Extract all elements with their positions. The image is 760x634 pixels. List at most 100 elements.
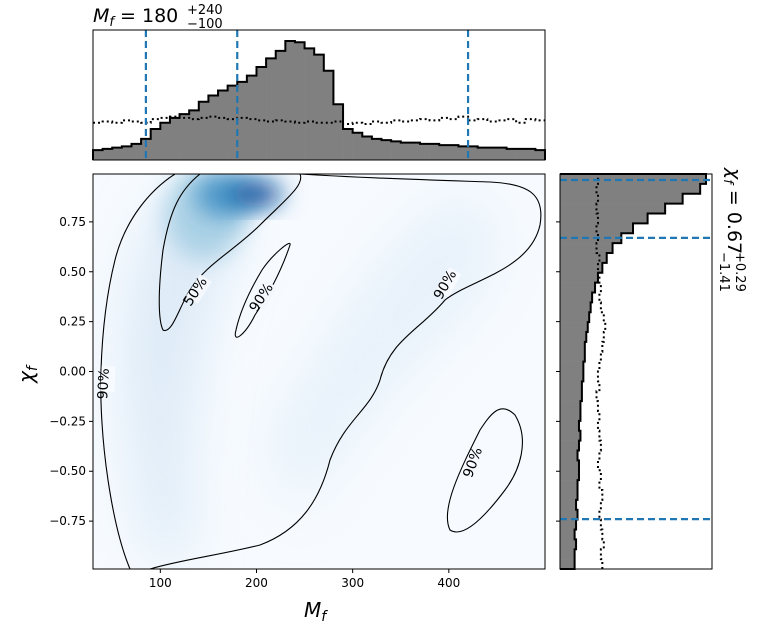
- spin-bar: [560, 529, 575, 540]
- mass-bar: [323, 70, 334, 160]
- y-tick-label: 0.75: [59, 215, 86, 229]
- mass-bar: [227, 85, 238, 160]
- mass-bar: [102, 148, 113, 160]
- main-axis-ticks: 100 200 300 400 0.75 0.50 0.25 0.00 −0.25 −0.50 −0…: [49, 215, 460, 590]
- mass-bar: [400, 142, 411, 160]
- spin-bar: [560, 549, 575, 560]
- spin-bar: [560, 203, 666, 214]
- mass-bar: [246, 75, 257, 160]
- mass-bar: [419, 143, 430, 160]
- mass-bar: [218, 90, 228, 160]
- spin-bar: [560, 411, 581, 422]
- mass-bar: [516, 148, 527, 160]
- spin-bar: [560, 499, 577, 511]
- spin-bar: [560, 450, 578, 461]
- mass-bar: [237, 81, 248, 160]
- spin-bar: [560, 401, 581, 412]
- spin-bar: [560, 539, 577, 550]
- mass-stat-upper: +240: [187, 3, 223, 18]
- spin-bar: [560, 371, 584, 382]
- density-peak: [230, 180, 283, 207]
- spin-bar: [560, 341, 585, 353]
- mass-stat-title: Mf = 180: [93, 5, 178, 30]
- x-axis-label: Mf: [304, 598, 328, 625]
- spin-bar: [560, 223, 633, 234]
- x-tick-label: 100: [149, 576, 172, 590]
- mass-bar: [121, 146, 132, 160]
- spin-bar: [560, 243, 613, 254]
- spin-bar: [560, 302, 591, 313]
- spin-bar: [560, 480, 578, 491]
- mass-bar: [141, 138, 152, 160]
- mass-bar: [112, 147, 123, 160]
- mass-bar: [458, 146, 469, 160]
- x-tick-label: 400: [437, 576, 460, 590]
- x-tick-label: 300: [341, 576, 364, 590]
- joint-density-panel: 50% 90% 90% 90% 90% 100 200 300 400 0.75 0.50…: [49, 173, 546, 590]
- spin-bar: [560, 322, 588, 333]
- mass-bar: [294, 42, 305, 161]
- spin-bar: [560, 490, 578, 501]
- y-tick-label: 0.25: [59, 315, 86, 329]
- spin-stat-upper: +0.29: [732, 252, 747, 292]
- mass-bar: [266, 58, 277, 160]
- mass-bar: [314, 54, 325, 160]
- mass-bar: [487, 147, 498, 160]
- spin-bar: [560, 332, 587, 343]
- mass-stat-lower: −100: [187, 17, 223, 32]
- spin-bar: [560, 193, 683, 204]
- spin-bar: [560, 351, 585, 362]
- mass-bar: [352, 132, 363, 160]
- mass-bar: [439, 145, 450, 160]
- spin-posterior-outline: [560, 173, 707, 570]
- mass-bar: [189, 110, 200, 160]
- spin-bar: [560, 460, 579, 471]
- mass-bar: [448, 145, 459, 160]
- contours: [100, 174, 542, 569]
- mass-bar: [496, 147, 507, 160]
- contour-90-upper: [149, 174, 542, 569]
- mass-bar: [477, 147, 488, 160]
- spin-bar: [560, 420, 579, 432]
- mass-bar: [381, 140, 392, 160]
- spin-bar: [560, 381, 582, 392]
- spin-bar: [560, 292, 593, 303]
- mass-bar: [150, 129, 161, 160]
- spin-bar: [560, 213, 648, 224]
- y-axis-label: χf: [14, 364, 41, 384]
- mass-bar: [506, 148, 517, 160]
- spin-stat-lower: −1.41: [716, 252, 731, 292]
- mass-bar: [525, 148, 536, 160]
- y-tick-label: −0.50: [49, 464, 86, 478]
- spin-bar: [560, 519, 577, 530]
- right-marginal-panel: [556, 173, 713, 570]
- y-tick-label: 0.00: [59, 365, 86, 379]
- mass-bar: [275, 50, 286, 160]
- mass-bar: [535, 150, 546, 160]
- right-axis-ticks: [556, 221, 560, 522]
- spin-bar: [560, 253, 607, 264]
- spin-bar: [560, 233, 622, 244]
- mass-bar: [343, 129, 353, 160]
- spin-bar: [560, 312, 590, 323]
- mass-bar: [362, 136, 373, 160]
- spin-bar: [560, 262, 603, 274]
- contour-label-90-left: 90%: [95, 368, 113, 400]
- contour-90-island: [446, 408, 523, 533]
- spin-bar: [560, 391, 582, 402]
- mass-bar: [93, 150, 103, 160]
- mass-bar: [304, 48, 315, 160]
- spin-stat-title: χf = 0.67 +0.29 −1.41: [716, 167, 747, 292]
- mass-bar: [285, 40, 296, 160]
- spin-bar: [560, 430, 581, 441]
- x-tick-label: 200: [245, 576, 268, 590]
- mass-bar: [131, 143, 142, 160]
- mass-bar: [391, 141, 402, 160]
- spin-bar: [560, 272, 598, 283]
- spin-bar: [560, 559, 575, 570]
- y-tick-label: 0.50: [59, 265, 86, 279]
- contour-labels: 50% 90% 90% 90% 90%: [95, 267, 489, 480]
- mass-posterior-histogram: [92, 39, 546, 161]
- spin-prior-outline: [595, 174, 607, 569]
